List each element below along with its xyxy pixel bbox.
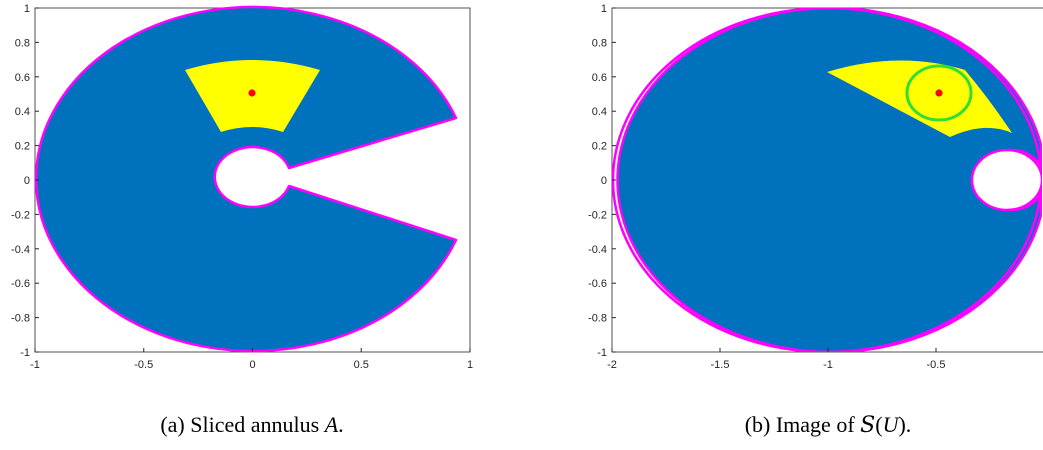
x-tick-label: 0 (249, 359, 255, 371)
caption-b-symbol: S (860, 413, 875, 438)
caption-b: (b) Image of S(U). (745, 412, 912, 438)
panel-a: 1 0.8 0.6 0.4 0.2 0 -0.2 -0.4 -0.6 -0.8 … (11, 3, 473, 437)
y-tick-label: -0.4 (11, 244, 30, 256)
y-tick-label: -0.6 (588, 278, 607, 290)
inner-hole-b (970, 148, 1042, 212)
y-tick-label: -0.4 (588, 244, 607, 256)
y-axis-a: 1 0.8 0.6 0.4 0.2 0 -0.2 -0.4 -0.6 -0.8 … (11, 3, 39, 359)
y-tick-label: 0.4 (592, 106, 607, 118)
caption-b-close: ). (898, 412, 911, 437)
caption-b-argument: U (883, 412, 901, 437)
y-tick-label: -0.8 (11, 313, 30, 325)
y-tick-label: -1 (20, 347, 30, 359)
center-point-b (935, 89, 943, 97)
y-tick-label: 0.6 (15, 72, 30, 84)
y-tick-label: -0.6 (11, 278, 30, 290)
y-tick-label: 0.4 (15, 106, 30, 118)
x-axis-a: -1 -0.5 0 0.5 1 (30, 348, 473, 371)
x-tick-label: -1 (30, 359, 40, 371)
y-tick-label: 1 (601, 3, 607, 15)
panel-b: 1 0.8 0.6 0.4 0.2 0 -0.2 -0.4 -0.6 -0.8 … (588, 3, 1043, 438)
x-tick-label: -0.5 (927, 359, 946, 371)
x-tick-label: -0.5 (134, 359, 153, 371)
y-tick-label: 0.2 (15, 141, 30, 153)
caption-a-period: . (338, 412, 344, 437)
x-tick-label: 0.5 (354, 359, 369, 371)
y-tick-label: -0.2 (11, 209, 30, 221)
y-tick-label: 0.6 (592, 72, 607, 84)
y-tick-label: -0.2 (588, 209, 607, 221)
y-tick-label: -0.8 (588, 313, 607, 325)
sliced-annulus (34, 5, 458, 353)
y-axis-b: 1 0.8 0.6 0.4 0.2 0 -0.2 -0.4 -0.6 -0.8 … (588, 3, 616, 359)
caption-a-symbol: A (323, 412, 339, 437)
x-tick-label: 1 (467, 359, 473, 371)
y-tick-label: 0.8 (592, 37, 607, 49)
x-tick-label: -1 (823, 359, 833, 371)
y-tick-label: 1 (24, 3, 30, 15)
y-tick-label: 0.2 (592, 141, 607, 153)
y-tick-label: 0.8 (15, 37, 30, 49)
y-tick-label: 0 (601, 175, 607, 187)
neighborhood-disc (905, 64, 973, 122)
caption-b-open-paren: ( (875, 412, 882, 437)
x-axis-b: -2 -1.5 -1 -0.5 (607, 348, 945, 371)
caption-a-text: (a) Sliced annulus (160, 412, 324, 437)
y-tick-label: -1 (597, 347, 607, 359)
caption-b-text: (b) Image of (745, 412, 860, 437)
y-tick-label: 0 (24, 175, 30, 187)
x-tick-label: -2 (607, 359, 617, 371)
caption-a: (a) Sliced annulus A. (160, 412, 343, 437)
x-tick-label: -1.5 (711, 359, 730, 371)
center-point-a (248, 89, 256, 97)
